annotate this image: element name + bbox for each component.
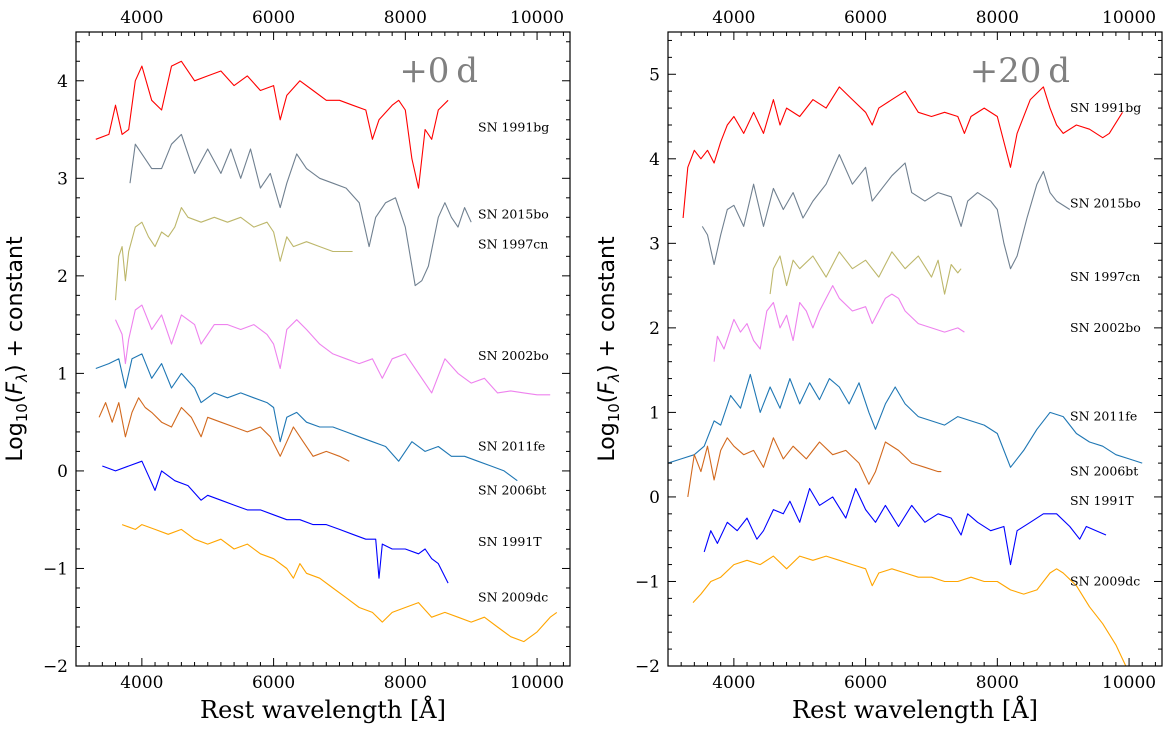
plot-area xyxy=(95,60,558,643)
spectrum-sn-2015bo xyxy=(701,154,1071,270)
series-label-sn-1997cn: SN 1997cn xyxy=(1070,269,1140,284)
x-tick-label-top: 6000 xyxy=(844,8,887,28)
y-tick-label: 4 xyxy=(57,72,68,92)
series-label-sn-2006bt: SN 2006bt xyxy=(1070,464,1138,479)
series-label-sn-2015bo: SN 2015bo xyxy=(1070,196,1141,211)
spectrum-sn-1991t xyxy=(102,460,449,584)
series-label-sn-2011fe: SN 2011fe xyxy=(1070,409,1137,424)
series-label-sn-1991bg: SN 1991bg xyxy=(1070,100,1141,115)
spectrum-sn-1991bg xyxy=(95,60,449,189)
series-label-sn-2002bo: SN 2002bo xyxy=(478,348,549,363)
series-label-sn-1991bg: SN 1991bg xyxy=(478,120,549,135)
y-tick-label: 2 xyxy=(649,319,660,339)
y-tick-label: −1 xyxy=(43,559,68,579)
series-label-sn-2011fe: SN 2011fe xyxy=(478,439,545,454)
panel-plus-0d: SN 1991bg SN 2015bo SN 1997cn SN 2002bo SN 2… xyxy=(3,8,571,724)
y-tick-label: 1 xyxy=(57,364,68,384)
x-tick-label: 8000 xyxy=(976,673,1019,693)
y-tick-label: 1 xyxy=(649,403,660,423)
x-tick-label: 4000 xyxy=(712,673,755,693)
series-label-sn-2015bo: SN 2015bo xyxy=(478,206,549,221)
x-tick-label-top: 8000 xyxy=(384,8,427,28)
spectrum-sn-2011fe xyxy=(95,353,518,482)
spectrum-sn-1997cn xyxy=(769,251,962,295)
axes-frame xyxy=(75,31,571,667)
x-tick-label-top: 4000 xyxy=(120,8,163,28)
spectrum-sn-1991bg xyxy=(682,86,1123,219)
y-tick-label: 2 xyxy=(57,267,68,287)
spectrum-sn-1991t xyxy=(703,487,1107,566)
x-tick-label-top: 10000 xyxy=(510,8,564,28)
y-axis-label: Log10(Fλ) + constant xyxy=(595,236,623,462)
x-tick-label: 10000 xyxy=(1102,673,1156,693)
y-tick-label: 0 xyxy=(57,462,68,482)
series-label-sn-1997cn: SN 1997cn xyxy=(478,237,548,252)
x-tick-label-top: 6000 xyxy=(252,8,295,28)
x-tick-label: 6000 xyxy=(252,673,295,693)
y-tick-label: 3 xyxy=(57,169,68,189)
y-tick-label: 5 xyxy=(649,65,660,85)
series-label-sn-2006bt: SN 2006bt xyxy=(478,482,546,497)
spectrum-sn-2009dc xyxy=(692,555,1127,666)
y-tick-label: 3 xyxy=(649,234,660,254)
y-tick-label: 4 xyxy=(649,150,660,170)
y-tick-label: −1 xyxy=(635,572,660,592)
spectrum-sn-2006bt xyxy=(98,397,350,462)
spectrum-sn-2015bo xyxy=(129,133,472,287)
x-axis-label: Rest wavelength [Å] xyxy=(200,695,446,724)
x-tick-label: 10000 xyxy=(510,673,564,693)
series-label-sn-1991t: SN 1991T xyxy=(478,534,542,549)
x-tick-label: 6000 xyxy=(844,673,887,693)
spectrum-sn-2006bt xyxy=(687,437,942,497)
series-label-sn-2002bo: SN 2002bo xyxy=(1070,320,1141,335)
spectrum-sn-2002bo xyxy=(713,285,965,362)
y-tick-label: −2 xyxy=(43,657,68,677)
plot-area xyxy=(668,86,1143,666)
y-tick-label: 0 xyxy=(649,488,660,508)
spectrum-sn-2009dc xyxy=(121,524,558,643)
x-tick-label: 8000 xyxy=(384,673,427,693)
series-label-sn-2009dc: SN 2009dc xyxy=(478,590,548,605)
x-tick-label-top: 10000 xyxy=(1102,8,1156,28)
phase-label: +0 d xyxy=(399,51,478,91)
series-label-sn-1991t: SN 1991T xyxy=(1070,493,1134,508)
x-tick-label-top: 8000 xyxy=(976,8,1019,28)
panel-plus-20d: SN 1991bg SN 2015bo SN 1997cn SN 2002bo SN 2… xyxy=(595,8,1163,724)
x-axis-label: Rest wavelength [Å] xyxy=(792,695,1038,724)
phase-label: +20 d xyxy=(970,51,1070,91)
spectrum-sn-2011fe xyxy=(668,373,1143,468)
series-label-sn-2009dc: SN 2009dc xyxy=(1070,573,1140,588)
x-tick-label-top: 4000 xyxy=(712,8,755,28)
x-tick-label: 4000 xyxy=(120,673,163,693)
spectrum-sn-1997cn xyxy=(114,207,353,301)
y-axis-label: Log10(Fλ) + constant xyxy=(3,236,31,462)
y-tick-label: −2 xyxy=(635,657,660,677)
axes-frame xyxy=(667,31,1163,667)
spectrum-sn-2002bo xyxy=(114,304,551,396)
